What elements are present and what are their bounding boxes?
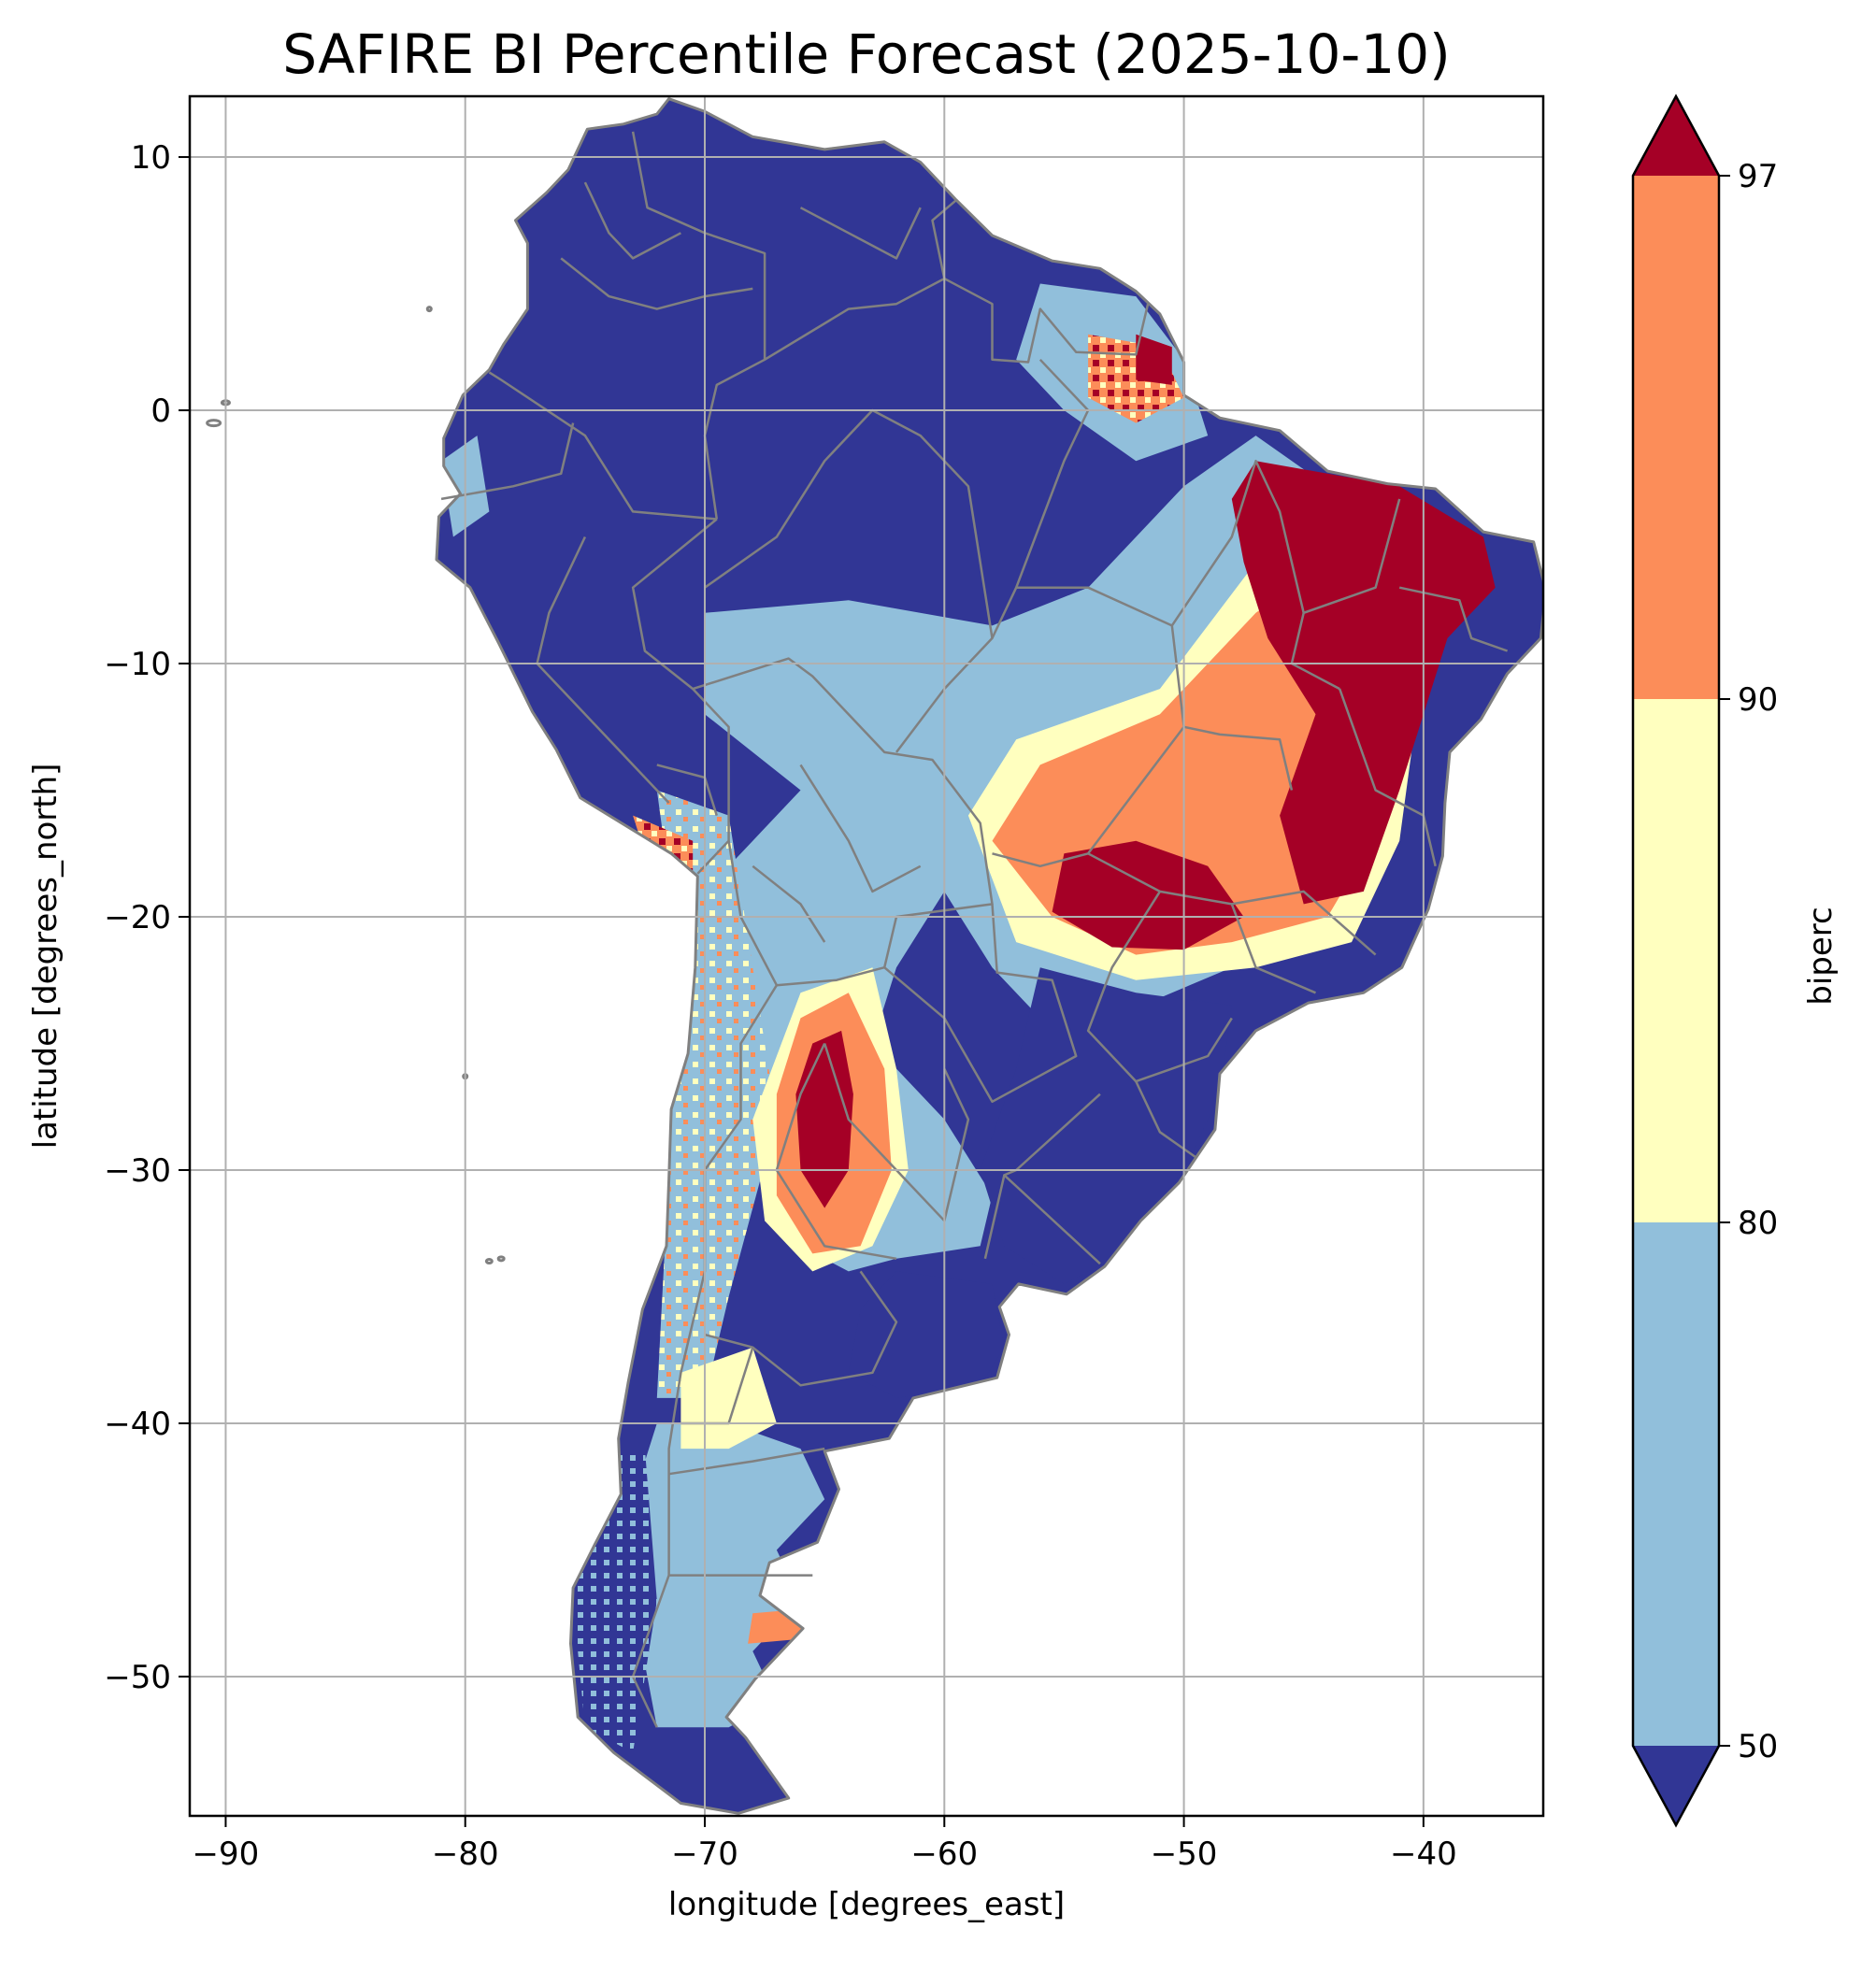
border-line [1086, 891, 1233, 1083]
biperc-field [437, 98, 1543, 1814]
coastline [435, 97, 1543, 1815]
colorbar-bin [1633, 1222, 1719, 1746]
field-south-brazil-50 [980, 967, 1232, 1284]
y-tick-label: 0 [150, 393, 171, 430]
border-line [631, 984, 778, 1728]
x-tick-label: −50 [1151, 1835, 1218, 1873]
island [206, 419, 222, 428]
border-line [1303, 498, 1401, 614]
x-tick-label: −70 [671, 1835, 738, 1873]
island [425, 306, 433, 313]
border-line [668, 1447, 825, 1476]
border-line [440, 422, 575, 501]
plot-frame [188, 94, 1545, 1818]
gridlines [190, 96, 1543, 1816]
map-title: SAFIRE BI Percentile Forecast (2025-10-1… [282, 22, 1451, 86]
y-axis-label: latitude [degrees_north] [27, 764, 64, 1150]
border-line [1003, 1093, 1101, 1265]
colorbar-tick-label: 50 [1738, 1728, 1778, 1765]
colorbar-bin [1633, 699, 1719, 1222]
island [496, 1255, 506, 1263]
y-tick-label: −10 [104, 646, 171, 683]
field-patagonia-90-97 [748, 1607, 813, 1644]
border-line [764, 199, 957, 361]
border-line [823, 1043, 970, 1222]
y-tick-label: 10 [131, 139, 171, 177]
colorbar-label: biperc [1802, 907, 1840, 1005]
border-line [983, 1175, 1006, 1260]
colorbar-bin [1633, 176, 1719, 699]
field-northeast-brazil-97 [1231, 461, 1496, 905]
border-line [704, 1270, 898, 1387]
x-tick-label: −90 [193, 1835, 260, 1873]
border-line [799, 764, 922, 893]
border-line [488, 371, 717, 521]
colorbar-tick-label: 97 [1738, 158, 1778, 195]
colorbar-tick-label: 90 [1738, 681, 1778, 719]
border-line [752, 864, 826, 943]
border-line [1230, 903, 1316, 994]
field-central-brazil-97 [1052, 840, 1244, 950]
border-line [560, 257, 753, 310]
colorbar-tick-label: 80 [1738, 1205, 1778, 1242]
border-line [583, 181, 681, 260]
border-line [943, 277, 1150, 364]
border-line [536, 536, 670, 804]
x-tick-label: −40 [1390, 1835, 1457, 1873]
colorbar-extend-max [1633, 96, 1719, 176]
x-tick-label: −80 [432, 1835, 499, 1873]
colorbar: 50 80 90 97 [1631, 93, 1778, 1828]
y-tick-label: −20 [104, 899, 171, 936]
colorbar-extend-min [1633, 1746, 1719, 1825]
y-tick-label: −40 [104, 1406, 171, 1443]
x-axis: −90 −80 −70 −60 −50 −40 [193, 1816, 1457, 1873]
y-tick-label: −50 [104, 1659, 171, 1696]
border-line [631, 131, 766, 520]
island [484, 1258, 494, 1265]
field-pampas-50 [848, 1271, 1005, 1398]
border-line [799, 207, 922, 260]
border-line [1398, 586, 1509, 652]
border-line [1015, 358, 1090, 589]
y-tick-label: −30 [104, 1152, 171, 1190]
x-tick-label: −60 [910, 1835, 978, 1873]
field-amapa-97 [1136, 334, 1172, 385]
map-area [206, 97, 1543, 1815]
border-line [1339, 688, 1437, 867]
y-axis: 10 0 −10 −20 −30 −40 −50 [104, 139, 190, 1696]
x-axis-label: longitude [degrees_east] [668, 1886, 1065, 1923]
